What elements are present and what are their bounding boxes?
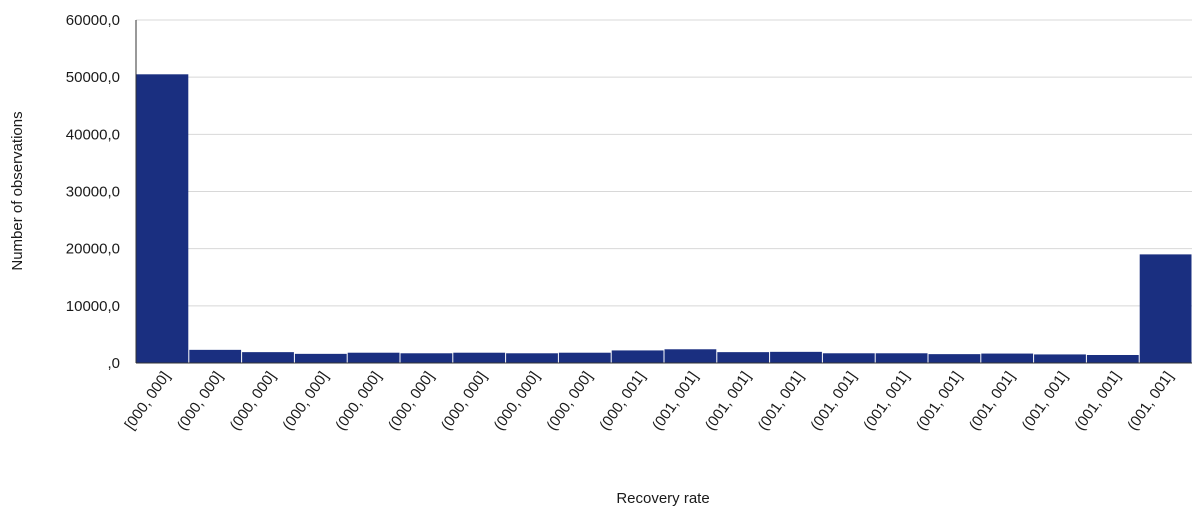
x-tick-label: (001, 001] [755, 369, 808, 434]
y-tick-label: ,0 [107, 355, 120, 372]
axes [135, 20, 1192, 364]
y-tick-label: 10000,0 [66, 298, 120, 315]
y-tick-label: 20000,0 [66, 241, 120, 258]
bar [558, 352, 611, 363]
y-tick-label: 30000,0 [66, 184, 120, 201]
bar [1034, 354, 1086, 363]
bar [981, 353, 1034, 363]
bar [822, 353, 875, 363]
bar [717, 352, 770, 363]
y-axis-title: Number of observations [9, 111, 26, 270]
x-tick-label: (000, 000] [227, 369, 280, 434]
x-tick-label: (000, 000] [332, 369, 385, 434]
bar [928, 354, 981, 363]
x-tick-labels: [000, 000] (000, 000] (000, 000] (000, 000]… [121, 369, 1176, 434]
bar [770, 351, 822, 363]
bars [136, 74, 1192, 363]
y-tick-label: 40000,0 [66, 126, 120, 143]
bar [294, 353, 347, 363]
bar [242, 352, 294, 363]
x-tick-label: (001, 001] [1071, 369, 1124, 434]
x-tick-label: (001, 001] [1019, 369, 1072, 434]
x-tick-label: (001, 001] [966, 369, 1019, 434]
bar [189, 349, 242, 363]
bar [664, 349, 717, 363]
x-tick-label: (001, 001] [1124, 369, 1177, 434]
x-tick-label: (001, 001] [649, 369, 702, 434]
x-tick-label: (000, 000] [491, 369, 544, 434]
x-tick-label: (001, 001] [702, 369, 755, 434]
x-tick-label: (000, 000] [279, 369, 332, 434]
x-tick-label: (000, 000] [438, 369, 491, 434]
y-tick-labels: ,0 10000,0 20000,0 30000,0 40000,0 50000,0 600… [66, 12, 120, 372]
bar [1086, 354, 1139, 363]
bar [1139, 254, 1192, 363]
bar [453, 352, 506, 363]
bar [400, 353, 453, 363]
bar [611, 350, 664, 363]
x-axis-title: Recovery rate [616, 490, 709, 507]
bar [347, 352, 400, 363]
x-tick-label: (001, 001] [807, 369, 860, 434]
y-tick-label: 50000,0 [66, 69, 120, 86]
x-tick-label: (000, 000] [174, 369, 227, 434]
x-tick-label: (000, 001] [596, 369, 649, 434]
bar [136, 74, 189, 363]
x-tick-label: [000, 000] [121, 369, 173, 433]
gridlines [136, 19, 1192, 307]
bar [506, 353, 558, 363]
bar [875, 353, 928, 363]
y-tick-label: 60000,0 [66, 12, 120, 29]
x-tick-label: (000, 000] [543, 369, 596, 434]
x-tick-label: (001, 001] [860, 369, 913, 434]
x-tick-label: (001, 001] [913, 369, 966, 434]
x-tick-label: (000, 000] [385, 369, 438, 434]
